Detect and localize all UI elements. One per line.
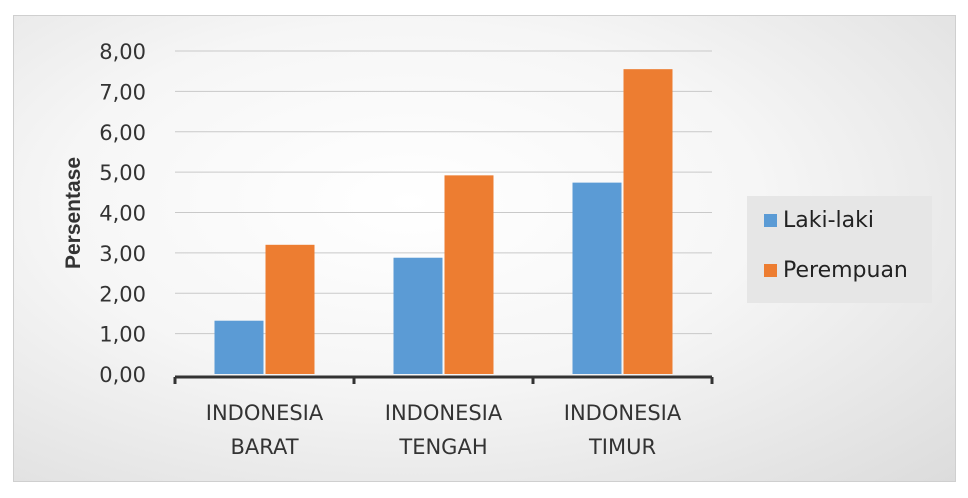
x-tick-label: INDONESIA — [206, 401, 324, 425]
bar-perempuan-3 — [623, 69, 673, 374]
bar-laki-laki-3 — [572, 182, 622, 374]
y-tick-label: 6,00 — [99, 121, 146, 145]
legend-label-laki-laki: Laki-laki — [783, 208, 874, 233]
legend-item-perempuan: Perempuan — [764, 258, 908, 283]
x-tick-label: INDONESIA — [564, 401, 682, 425]
bar-perempuan-1 — [265, 244, 315, 374]
x-tick-label: TIMUR — [588, 435, 656, 459]
y-tick-label: 1,00 — [99, 323, 146, 347]
legend: Laki-laki Perempuan — [747, 196, 932, 303]
y-tick-label: 4,00 — [99, 202, 146, 226]
y-tick-label: 3,00 — [99, 242, 146, 266]
bar-laki-laki-1 — [214, 320, 264, 374]
y-tick-label: 5,00 — [99, 161, 146, 185]
bars — [214, 69, 673, 374]
x-tick-label: TENGAH — [398, 435, 487, 459]
y-tick-label: 2,00 — [99, 282, 146, 306]
gridlines — [175, 50, 712, 335]
bar-perempuan-2 — [444, 175, 494, 374]
x-tick-labels: INDONESIA BARAT INDONESIA TENGAH INDONESIA TI… — [206, 401, 682, 459]
axes — [173, 375, 714, 384]
legend-swatch-laki-laki — [764, 214, 777, 227]
y-tick-label: 7,00 — [99, 80, 146, 104]
y-tick-label: 8,00 — [99, 40, 146, 64]
x-tick-label: INDONESIA — [385, 401, 503, 425]
legend-swatch-perempuan — [764, 264, 777, 277]
bar-laki-laki-2 — [393, 257, 443, 374]
y-axis-title: Persentase — [62, 157, 85, 269]
y-tick-labels: 0,00 1,00 2,00 3,00 4,00 5,00 6,00 7,00 8,00 — [99, 40, 146, 387]
x-tick-label: BARAT — [230, 435, 298, 459]
y-tick-label: 0,00 — [99, 363, 146, 387]
legend-label-perempuan: Perempuan — [783, 258, 908, 283]
legend-item-laki-laki: Laki-laki — [764, 208, 874, 233]
